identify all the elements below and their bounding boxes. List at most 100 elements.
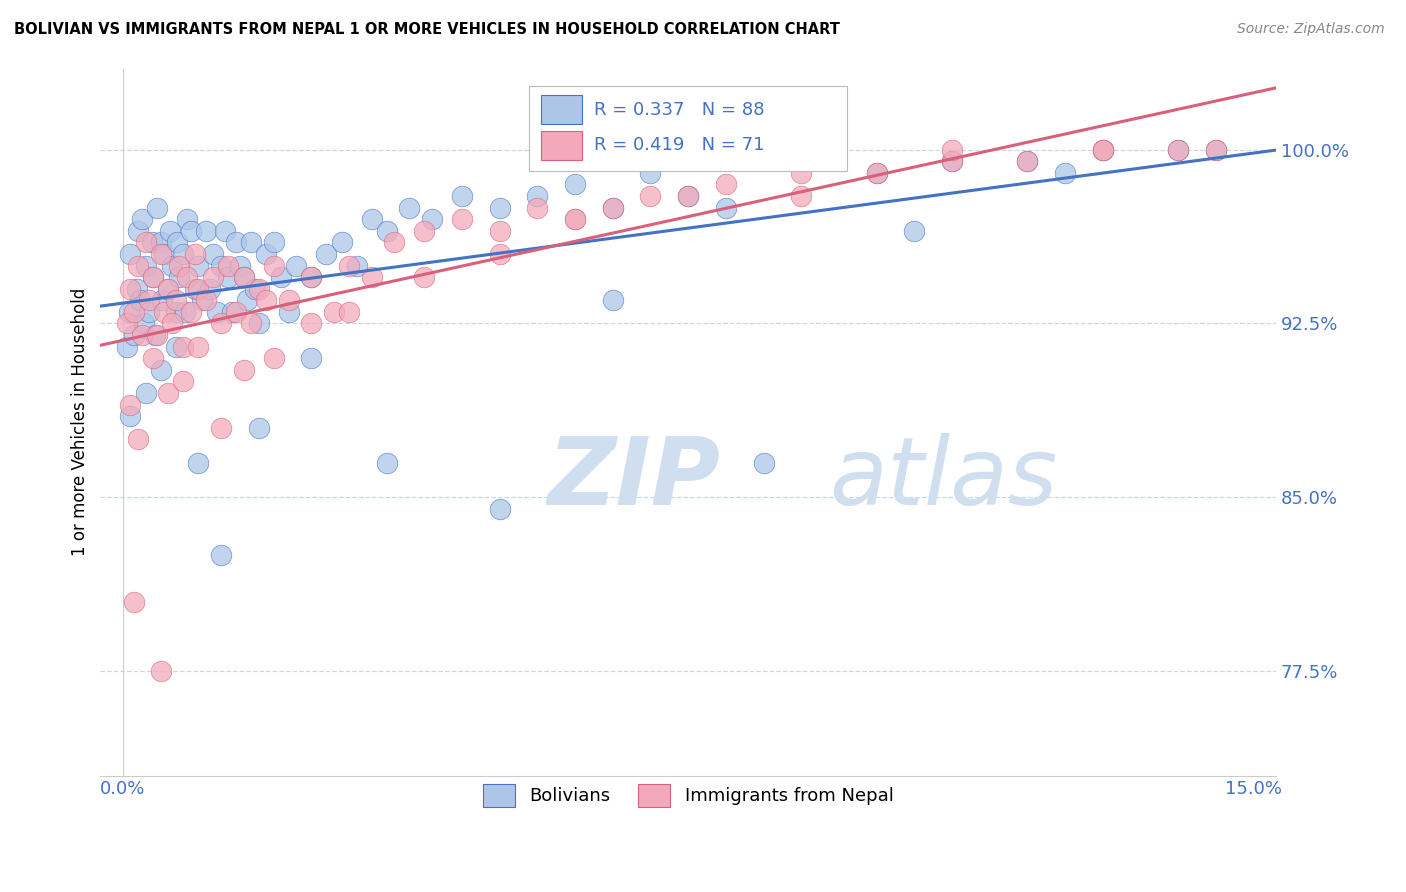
Point <box>564 212 586 227</box>
Point <box>194 224 217 238</box>
Point <box>526 189 548 203</box>
Point <box>285 259 308 273</box>
FancyBboxPatch shape <box>541 131 582 161</box>
Point <box>602 201 624 215</box>
Point <box>202 247 225 261</box>
Text: R = 0.419   N = 71: R = 0.419 N = 71 <box>595 136 765 154</box>
Point <box>240 235 263 250</box>
Point <box>122 328 145 343</box>
Point <box>1167 143 1189 157</box>
Point <box>209 421 232 435</box>
Point <box>1091 143 1114 157</box>
Point <box>159 224 181 238</box>
Point <box>640 166 662 180</box>
Text: ZIP: ZIP <box>547 433 720 524</box>
Point <box>790 166 813 180</box>
Point <box>232 270 254 285</box>
Point <box>221 305 243 319</box>
Point <box>263 235 285 250</box>
Legend: Bolivians, Immigrants from Nepal: Bolivians, Immigrants from Nepal <box>474 775 903 816</box>
Point <box>375 224 398 238</box>
Point <box>127 224 149 238</box>
Point <box>903 224 925 238</box>
Point <box>1167 143 1189 157</box>
Point <box>127 433 149 447</box>
Point <box>360 212 382 227</box>
Point <box>1017 154 1039 169</box>
Point <box>323 305 346 319</box>
Point <box>138 293 160 308</box>
Point <box>160 259 183 273</box>
Point <box>131 328 153 343</box>
Point <box>143 328 166 343</box>
Point <box>128 293 150 308</box>
Point <box>337 305 360 319</box>
Point <box>150 293 173 308</box>
Point <box>180 224 202 238</box>
Point <box>183 247 205 261</box>
Point <box>232 270 254 285</box>
Point <box>1017 154 1039 169</box>
Point <box>451 189 474 203</box>
Point <box>526 201 548 215</box>
Point <box>183 282 205 296</box>
Point <box>790 189 813 203</box>
Point <box>142 270 165 285</box>
Point <box>229 259 252 273</box>
Text: Source: ZipAtlas.com: Source: ZipAtlas.com <box>1237 22 1385 37</box>
Point <box>157 386 180 401</box>
Point <box>194 293 217 308</box>
Point <box>176 270 198 285</box>
Point <box>263 259 285 273</box>
Point <box>299 270 322 285</box>
Point <box>141 235 163 250</box>
Point <box>187 340 209 354</box>
Point <box>413 270 436 285</box>
Point <box>172 340 194 354</box>
Point <box>360 270 382 285</box>
Point <box>115 340 138 354</box>
Point <box>382 235 405 250</box>
Point <box>205 305 228 319</box>
Point <box>217 259 239 273</box>
Point <box>191 293 214 308</box>
Point <box>149 363 172 377</box>
Point <box>240 317 263 331</box>
Point <box>488 502 510 516</box>
Point <box>1091 143 1114 157</box>
Point <box>214 224 236 238</box>
Point <box>149 247 172 261</box>
Point <box>217 270 239 285</box>
Point <box>640 189 662 203</box>
Point <box>676 189 699 203</box>
Point <box>299 317 322 331</box>
Point <box>153 247 176 261</box>
Point <box>149 235 172 250</box>
Point <box>865 166 887 180</box>
Point <box>142 270 165 285</box>
Point <box>146 328 169 343</box>
Point <box>451 212 474 227</box>
Point <box>225 235 247 250</box>
Point <box>277 305 299 319</box>
Point <box>157 282 180 296</box>
Point <box>176 212 198 227</box>
Point <box>263 351 285 366</box>
Point <box>375 456 398 470</box>
Point <box>209 259 232 273</box>
Point <box>865 166 887 180</box>
Text: BOLIVIAN VS IMMIGRANTS FROM NEPAL 1 OR MORE VEHICLES IN HOUSEHOLD CORRELATION CH: BOLIVIAN VS IMMIGRANTS FROM NEPAL 1 OR M… <box>14 22 839 37</box>
Point <box>602 201 624 215</box>
Y-axis label: 1 or more Vehicles in Household: 1 or more Vehicles in Household <box>72 288 89 556</box>
Point <box>131 212 153 227</box>
Point <box>118 305 141 319</box>
Point <box>172 247 194 261</box>
Point <box>165 340 187 354</box>
Point <box>149 664 172 678</box>
Point <box>1053 166 1076 180</box>
Point <box>1205 143 1227 157</box>
Point <box>1205 143 1227 157</box>
Point <box>299 270 322 285</box>
Point <box>346 259 368 273</box>
Point <box>173 305 195 319</box>
